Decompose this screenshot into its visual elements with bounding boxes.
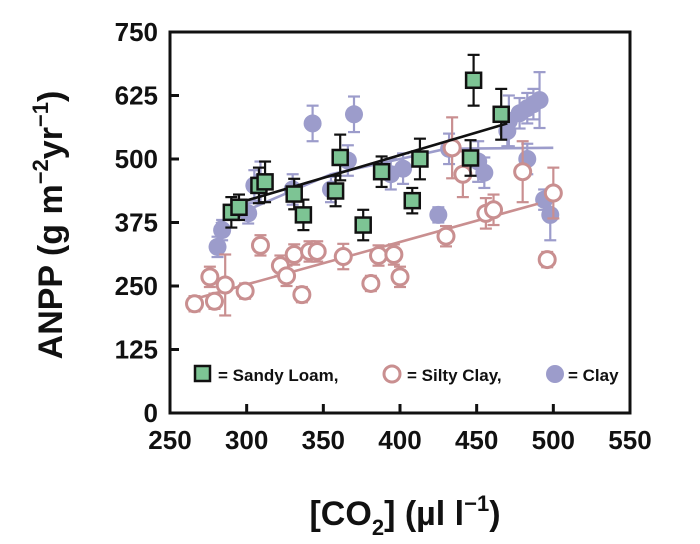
silty-point-2 [204,291,224,311]
series-silty [185,116,563,317]
silty-point-12 [333,247,353,267]
clay-point-11 [394,159,413,178]
clay-point-9 [345,105,363,124]
silty-point-15 [384,245,404,265]
plot-frame [168,30,632,415]
silty-point-9 [292,285,312,305]
silty-point-4 [235,281,255,301]
legend-label-sandy-loam: = Sandy Loam, [218,366,338,385]
y-tick-label-2: 250 [115,271,158,301]
silty-point-24 [543,183,563,203]
silty-point-1 [200,267,220,287]
legend-marker-sandy-loam [193,364,212,383]
silty-point-22 [513,162,533,182]
y-tick-label-5: 625 [115,81,158,111]
clay-point-20 [530,91,549,110]
clay-point-6 [303,114,322,133]
sandy-point-13 [464,71,483,90]
sandy-point-7 [331,148,349,167]
clay-trend-line [215,146,554,225]
x-tick-label-1: 300 [225,425,268,455]
x-tick-label-4: 450 [455,425,498,455]
silty-point-7 [277,266,297,286]
y-tick-label-0: 0 [144,398,158,428]
y-tick-label-4: 500 [115,144,158,174]
silty-point-19 [453,164,473,184]
x-tick-label-0: 250 [148,425,191,455]
silty-point-23 [537,250,557,270]
legend-label-clay: = Clay [568,366,619,385]
silty-point-0 [185,294,205,314]
silty-point-8 [284,245,304,265]
clay-point-22 [541,205,560,224]
y-tick-label-3: 375 [115,208,158,238]
x-tick-label-2: 350 [302,425,345,455]
sandy-trend-line [223,122,508,209]
sandy-point-4 [285,185,303,203]
sandy-point-10 [403,191,422,210]
clay-point-24 [498,122,517,141]
series-sandy [222,53,510,242]
sandy-point-1 [230,198,248,217]
silty-point-17 [436,226,456,246]
clay-point-12 [429,205,448,224]
legend: = Sandy Loam, = Silty Clay, = Clay [193,364,619,385]
legend-marker-silty-clay [382,364,402,384]
silty-point-13 [361,273,381,293]
legend-marker-clay [546,365,564,383]
silty-point-21 [484,200,504,220]
sandy-point-5 [294,206,313,224]
y-tick-label-1: 125 [115,335,158,365]
sandy-point-6 [326,182,345,200]
silty-point-16 [390,267,410,287]
sandy-point-9 [372,162,391,181]
sandy-point-14 [492,105,510,124]
silty-point-3 [215,275,235,295]
silty-point-14 [369,246,389,266]
silty-point-11 [307,241,327,261]
x-tick-label-5: 500 [532,425,575,455]
legend-label-silty-clay: = Silty Clay, [407,366,502,385]
silty-point-5 [250,235,270,255]
clay-point-15 [475,163,494,182]
plot-area: 250 300 350 400 450 500 550 0 125 250 375 500 625 750 [115,17,652,455]
y-axis-title: ANPP (g m−2yr−1) [28,91,70,360]
x-tick-label-6: 550 [608,425,651,455]
sandy-point-3 [256,173,274,191]
x-axis-title: [CO2] (µl l−1) [309,491,500,540]
y-tick-label-6: 750 [115,17,158,47]
sandy-point-12 [461,149,480,167]
clay-point-0 [208,237,227,256]
clay-point-1 [213,221,232,240]
sandy-point-11 [411,150,429,168]
sandy-point-8 [354,216,372,234]
x-tick-label-3: 400 [378,425,421,455]
